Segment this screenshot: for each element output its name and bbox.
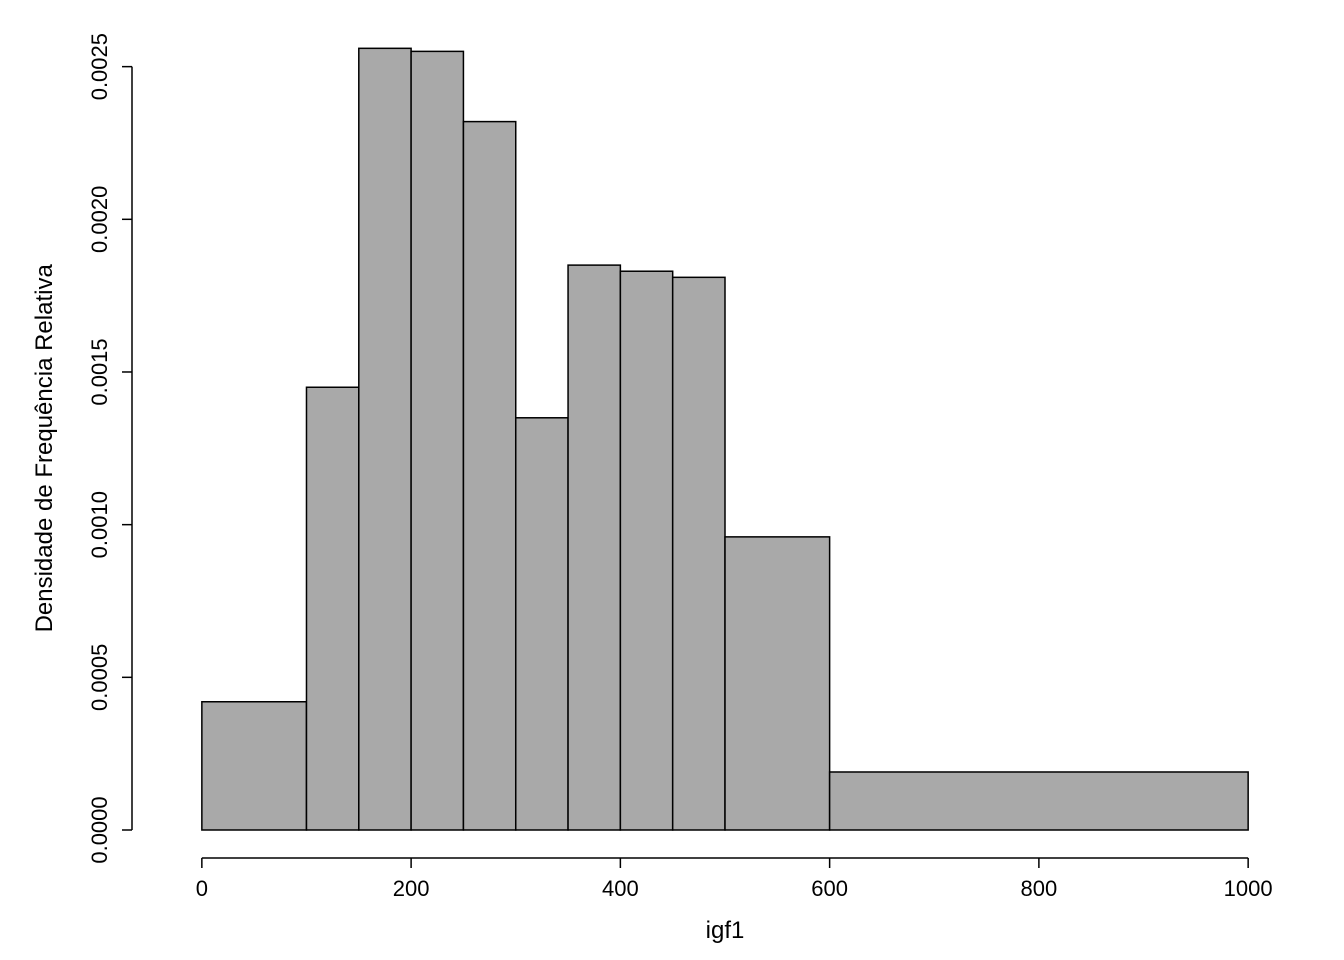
y-tick-label: 0.0020	[87, 186, 112, 253]
histogram-bar	[725, 537, 830, 830]
histogram-bar	[620, 271, 672, 830]
x-axis-label: igf1	[706, 917, 745, 944]
x-tick-label: 200	[393, 876, 430, 901]
histogram-bar	[411, 51, 463, 830]
bars-group	[202, 48, 1248, 830]
histogram-bar	[306, 387, 358, 830]
y-tick-label: 0.0000	[87, 796, 112, 863]
y-tick-label: 0.0005	[87, 644, 112, 711]
y-axis: 0.0000 0.0005 0.0010 0.0015 0.0020 0.0025	[87, 33, 132, 864]
histogram-bar	[359, 48, 411, 830]
histogram-bar	[673, 277, 725, 830]
y-tick-label: 0.0015	[87, 338, 112, 405]
histogram-bar	[463, 122, 515, 830]
histogram-bar	[202, 702, 307, 830]
x-tick-label: 400	[602, 876, 639, 901]
x-tick-label: 600	[811, 876, 848, 901]
x-tick-label: 0	[196, 876, 208, 901]
y-tick-label: 0.0010	[87, 491, 112, 558]
x-axis: 0 200 400 600 800 1000	[196, 858, 1273, 901]
histogram-chart: 02004006008001000 0.00000.00050.00100.00…	[0, 0, 1344, 960]
histogram-bar	[516, 418, 568, 830]
y-axis-label: Densidade de Frequência Relativa	[31, 264, 58, 633]
histogram-bar	[568, 265, 620, 830]
histogram-bar	[830, 772, 1249, 830]
x-tick-label: 1000	[1224, 876, 1273, 901]
y-tick-label: 0.0025	[87, 33, 112, 100]
x-tick-label: 800	[1021, 876, 1058, 901]
